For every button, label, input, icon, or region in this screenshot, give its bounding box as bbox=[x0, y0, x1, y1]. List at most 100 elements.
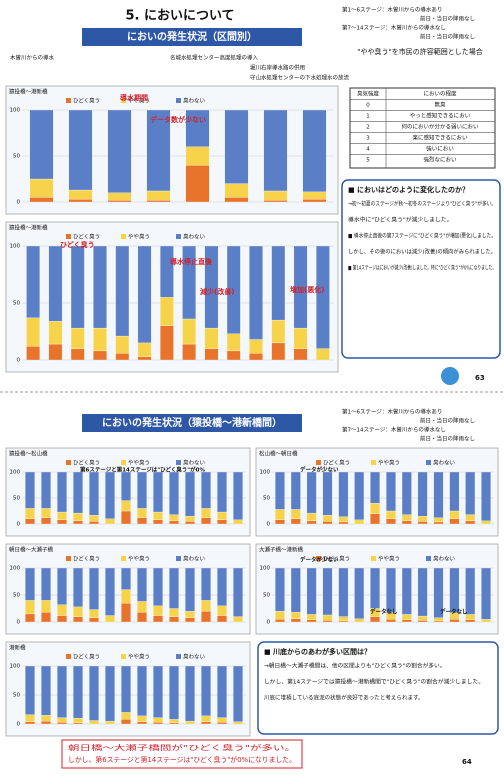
bar-segment bbox=[401, 567, 412, 615]
bar-segment bbox=[185, 617, 195, 623]
bar-segment bbox=[26, 245, 40, 318]
bar-segment bbox=[201, 517, 211, 525]
bar-segment bbox=[201, 665, 211, 717]
annotation: データが少ない bbox=[300, 466, 339, 474]
bar-segment bbox=[121, 589, 131, 604]
bar-segment bbox=[417, 615, 428, 621]
bar-segment bbox=[48, 321, 63, 345]
bar-segment bbox=[322, 515, 333, 522]
bar-segment bbox=[338, 616, 349, 622]
table-cell: 4 bbox=[366, 147, 370, 153]
bar-segment bbox=[293, 245, 308, 329]
legend-swatch bbox=[316, 460, 321, 465]
y-tick-label: 0 bbox=[17, 522, 21, 528]
bar-segment bbox=[73, 567, 83, 608]
bar-segment bbox=[322, 567, 333, 616]
bar-segment bbox=[386, 471, 396, 512]
bar-segment bbox=[217, 665, 227, 718]
bar-segment bbox=[68, 199, 93, 203]
bar-segment bbox=[302, 109, 327, 193]
bar-segment bbox=[306, 520, 317, 525]
bar-segment bbox=[153, 511, 163, 520]
y-tick-label: 50 bbox=[263, 593, 270, 599]
bar-segment bbox=[29, 178, 54, 198]
text-box bbox=[341, 179, 501, 359]
bar-segment bbox=[70, 245, 85, 329]
legend-label: やや臭う bbox=[128, 459, 150, 467]
bar-segment bbox=[306, 614, 317, 620]
bar-segment bbox=[433, 567, 444, 618]
answer-line: →初～初夏のステージが秋～初冬のステージより"ひどく臭う"が多い。 bbox=[348, 200, 496, 208]
bar-segment bbox=[41, 600, 51, 613]
bar-segment bbox=[354, 471, 365, 520]
bar-segment bbox=[293, 348, 308, 361]
bar-segment bbox=[185, 567, 195, 612]
bar-segment bbox=[105, 615, 115, 623]
bar-segment bbox=[137, 721, 147, 725]
bar-segment bbox=[370, 567, 380, 609]
bar-segment bbox=[417, 620, 428, 623]
note: 第7～14ステージ：木曽川からの導水なし bbox=[342, 426, 446, 434]
bar-segment bbox=[68, 109, 93, 191]
bar-segment bbox=[233, 567, 243, 617]
bar-segment bbox=[224, 197, 249, 203]
answer-line: しかし、その後のにおいは減少(改善)の傾向がみられました。 bbox=[348, 248, 496, 256]
question: ■ においはどのように変化したのか？ bbox=[348, 185, 469, 194]
bar-segment bbox=[25, 714, 35, 722]
legend-label: ひどく臭う bbox=[73, 459, 100, 467]
bar-segment bbox=[322, 614, 333, 621]
chart-title: 猿投橋～松山橋 bbox=[9, 450, 48, 458]
y-tick-label: 100 bbox=[10, 664, 21, 670]
bar-segment bbox=[137, 245, 152, 344]
bar-segment bbox=[271, 245, 286, 321]
bar-segment bbox=[417, 516, 428, 522]
bar-segment bbox=[29, 197, 54, 203]
answer-line: 導水中に"ひどく臭う"が減少しました。 bbox=[348, 216, 453, 224]
bar-segment bbox=[41, 517, 51, 525]
bar-segment bbox=[169, 514, 179, 522]
bar-segment bbox=[185, 720, 195, 725]
y-tick-label: 50 bbox=[13, 301, 20, 307]
bar-segment bbox=[401, 614, 412, 620]
bar-segment bbox=[25, 721, 35, 725]
bar-segment bbox=[121, 471, 131, 501]
bar-segment bbox=[137, 665, 147, 717]
bar-segment bbox=[169, 722, 179, 725]
annotation: データが少ない bbox=[300, 556, 339, 564]
bar-segment bbox=[449, 471, 460, 512]
legend-label: 臭わない bbox=[433, 459, 456, 467]
annotation: 導水期間 bbox=[120, 93, 148, 102]
bar-segment bbox=[204, 348, 219, 361]
answer-line: しかし、第14ステージでは猿投橋～港新橋間で"ひどく臭う"の割合が減少しました。 bbox=[264, 678, 484, 686]
bar-segment bbox=[249, 353, 263, 361]
bar-segment bbox=[57, 615, 67, 623]
bar-segment bbox=[322, 521, 333, 525]
bar-segment bbox=[185, 165, 210, 203]
chart: 港新橋 0 50 100 ひどく臭う やや臭う 臭わない bbox=[5, 641, 251, 737]
bar-segment bbox=[105, 471, 115, 519]
bar-segment bbox=[249, 339, 263, 354]
question: ■ 川底からのあわが多い区間は？ bbox=[264, 647, 371, 656]
bar-segment bbox=[153, 615, 163, 623]
table-cell: 強いにおい bbox=[426, 145, 454, 153]
bar-segment bbox=[306, 567, 317, 615]
tolerance: "やや臭う"を市民の許容範囲とした場合 bbox=[357, 47, 482, 56]
note: 第1～6ステージ：木曽川からの導水あり bbox=[342, 408, 442, 416]
bar-segment bbox=[89, 471, 99, 516]
bar-segment bbox=[290, 471, 301, 510]
event-label: 名城水処理センター高度処理の導入 bbox=[170, 54, 259, 62]
bar-segment bbox=[290, 518, 301, 525]
bar-segment bbox=[185, 109, 210, 147]
bar-segment bbox=[169, 471, 179, 515]
bar-segment bbox=[386, 567, 396, 613]
bar-segment bbox=[89, 720, 99, 725]
legend-label: ひどく臭う bbox=[323, 459, 350, 467]
table-cell: やっと感知できるにおい bbox=[410, 112, 471, 120]
legend-swatch bbox=[176, 460, 181, 465]
bar-segment bbox=[26, 346, 40, 361]
bar-segment bbox=[370, 513, 380, 525]
bar-segment bbox=[121, 665, 131, 713]
bar-segment bbox=[73, 512, 83, 522]
bar-segment bbox=[322, 471, 333, 516]
